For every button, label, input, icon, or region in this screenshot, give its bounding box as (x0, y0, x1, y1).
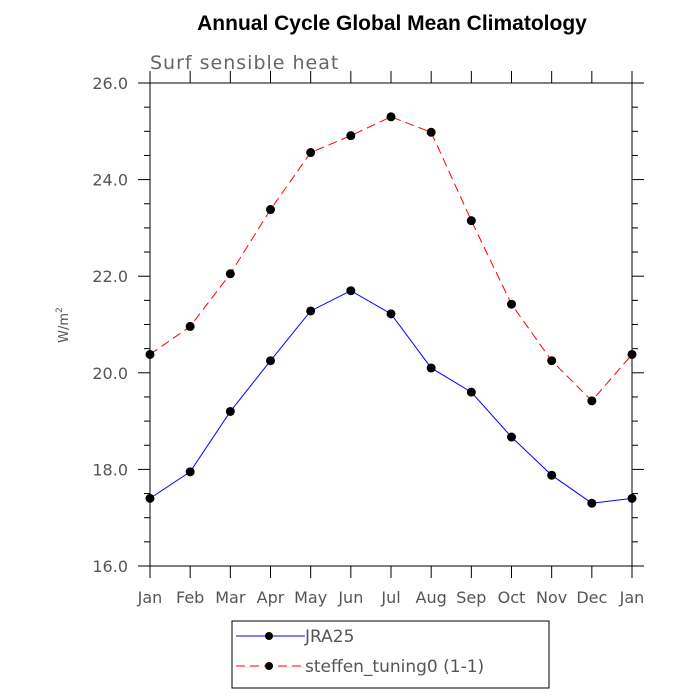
series-0-point (466, 387, 476, 397)
series-1-point (627, 349, 637, 359)
y-tick-label: 26.0 (92, 74, 128, 93)
x-tick-label: Feb (176, 588, 204, 607)
series-0-point (507, 432, 516, 442)
chart-title: Annual Cycle Global Mean Climatology (197, 12, 587, 35)
x-tick-labels: Jan Feb Mar Apr May Jun Jul Aug Sep Oct Nov Dec Jan (137, 588, 645, 607)
series-1-point (306, 148, 316, 158)
axis-ticks (138, 71, 644, 578)
x-tick-label: Aug (416, 588, 447, 607)
series-1-point (507, 299, 516, 309)
series-0-point (145, 493, 155, 503)
y-axis-label: W/m2 (55, 307, 72, 343)
series-1-point (185, 321, 195, 331)
series-0-point (185, 467, 195, 477)
series-0-point (346, 286, 356, 296)
series-0-point (266, 356, 275, 366)
plot-frame (149, 82, 633, 567)
y-axis-label-superscript: 2 (55, 307, 65, 313)
x-tick-label: Jun (337, 588, 363, 607)
x-tick-label: Oct (498, 588, 526, 607)
y-axis-label-text: W/m (57, 313, 72, 343)
series-1-point (225, 269, 235, 279)
series-1-point (587, 396, 597, 406)
series-0-point (225, 406, 235, 416)
series-1-point (386, 112, 396, 122)
series-0-point (386, 309, 396, 319)
x-tick-label: Mar (215, 588, 246, 607)
x-tick-label: May (294, 588, 327, 607)
series-0-point (587, 498, 597, 508)
y-tick-labels: 16.0 18.0 20.0 22.0 24.0 26.0 (92, 74, 128, 576)
series-line-0 (149, 290, 633, 504)
x-tick-label: Dec (576, 588, 607, 607)
series-1-point (547, 356, 557, 366)
y-tick-label: 24.0 (92, 171, 128, 190)
legend-box (231, 620, 550, 689)
x-tick-label: Sep (456, 588, 486, 607)
series-0-point (426, 363, 436, 373)
series-layer (145, 112, 637, 508)
x-tick-label: Nov (536, 588, 567, 607)
y-tick-label: 22.0 (92, 267, 128, 286)
y-tick-label: 18.0 (92, 460, 128, 479)
series-1-point (346, 131, 356, 141)
x-tick-label: Jan (619, 588, 645, 607)
series-1-point (466, 216, 476, 226)
series-0-point (547, 470, 557, 480)
legend-marker-0 (265, 632, 273, 640)
legend-label-0: JRA25 (304, 627, 354, 647)
legend: JRA25 steffen_tuning0 (1-1) (231, 620, 550, 689)
legend-marker-1 (265, 662, 273, 670)
series-line-1 (149, 116, 633, 402)
x-tick-label: Jan (137, 588, 163, 607)
series-1-point (426, 127, 436, 137)
series-0-point (306, 306, 316, 316)
chart-subtitle: Surf sensible heat (150, 52, 339, 74)
x-tick-label: Jul (380, 588, 400, 607)
y-tick-label: 20.0 (92, 364, 128, 383)
series-1-point (145, 349, 155, 359)
y-tick-label: 16.0 (92, 557, 128, 576)
x-tick-label: Apr (257, 588, 285, 607)
series-1-point (266, 205, 275, 215)
legend-label-1: steffen_tuning0 (1-1) (305, 657, 484, 677)
series-0-point (627, 493, 637, 503)
